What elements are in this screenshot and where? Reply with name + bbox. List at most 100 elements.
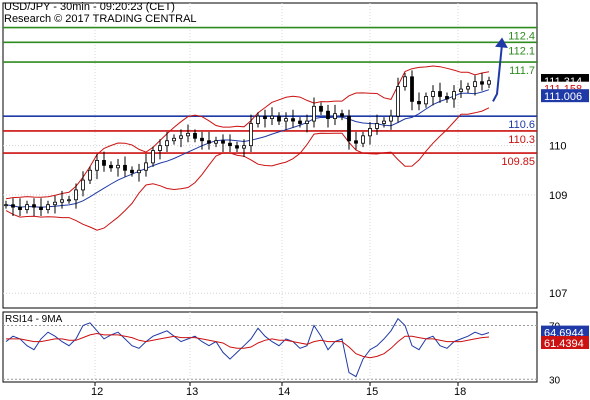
candle-body <box>291 118 295 122</box>
candle-body <box>480 81 484 85</box>
candle-body <box>417 100 421 105</box>
rsi-value-tag-box <box>541 335 589 349</box>
candle-body <box>74 189 78 201</box>
candle-body <box>368 128 372 137</box>
candle-body <box>186 132 190 137</box>
candle-body <box>347 115 351 142</box>
candle-body <box>214 140 218 144</box>
candle-body <box>333 113 337 120</box>
candle-body <box>18 206 22 211</box>
candle-body <box>445 96 449 100</box>
x-axis-tick-label: 14 <box>278 386 290 398</box>
candle-body <box>438 91 442 97</box>
candle-body <box>81 179 85 191</box>
x-axis-tick-label: 13 <box>186 386 198 398</box>
candle-body <box>25 204 29 211</box>
candle-body <box>270 115 274 120</box>
x-axis-tick-label: 12 <box>91 386 103 398</box>
candle-body <box>305 120 309 124</box>
candle-body <box>144 162 148 171</box>
candle-body <box>242 145 246 149</box>
candle-body <box>340 113 344 117</box>
rsi-axis-tick-label: 30 <box>549 375 561 386</box>
candle-body <box>473 81 477 88</box>
rsi-line <box>5 317 490 378</box>
forecast-arrow-line <box>492 44 503 102</box>
chart-header-symbol: USD/JPY - 30min - 09:20:23 (CET) <box>4 1 175 13</box>
candle-body <box>39 206 43 211</box>
candle-body <box>172 137 176 142</box>
candle-body <box>249 123 253 147</box>
price-pane: 107 109 110 112.4 112.1 111.7 110.6 110.3 109.85… <box>2 2 589 309</box>
moving-average-value-tag-box <box>541 89 589 103</box>
candle-body <box>466 86 470 90</box>
moving-average-value-tag: 111.006 <box>544 91 582 103</box>
candle-body <box>298 120 302 124</box>
candle-body <box>4 204 8 207</box>
candle-body <box>221 140 225 144</box>
candle-body <box>88 169 92 181</box>
price-axis-tick-label: 110 <box>549 141 567 153</box>
candle-body <box>130 169 134 174</box>
candle-body <box>263 115 267 120</box>
candle-body <box>102 160 106 166</box>
price-pane-frame <box>2 2 538 309</box>
candle-body <box>354 140 358 144</box>
rsi-value-tag: 61.4394 <box>544 338 584 350</box>
candle-body <box>123 164 127 171</box>
rsi-pane-frame <box>2 311 538 383</box>
candle-body <box>11 204 15 208</box>
rsi-value-tag-box <box>541 325 589 339</box>
candle-body <box>60 199 64 203</box>
candle-body <box>396 86 400 117</box>
candle-body <box>319 105 323 112</box>
candle-body <box>179 135 183 139</box>
candle-body <box>109 164 113 169</box>
candle-body <box>389 115 393 122</box>
candle-body <box>53 201 57 206</box>
candle-body <box>165 140 169 147</box>
moving-average-line <box>5 89 490 208</box>
candle-body <box>312 105 316 122</box>
chart-header-copyright: Research © 2017 TRADING CENTRAL <box>4 13 197 25</box>
candle-body <box>277 115 281 122</box>
candle-body <box>151 150 155 164</box>
level-label: 112.1 <box>508 45 535 57</box>
candle-body <box>452 91 456 100</box>
candle-body <box>235 145 239 149</box>
candle-body <box>487 80 491 85</box>
candle-body <box>403 76 407 88</box>
x-axis-tick-label: 18 <box>454 386 466 398</box>
lower-band-line <box>5 107 490 231</box>
candle-body <box>200 137 204 142</box>
price-axis-tick-label: 107 <box>549 288 567 300</box>
level-label: 110.3 <box>508 134 535 146</box>
candle-body <box>116 164 120 169</box>
candle-body <box>32 204 36 208</box>
level-label: 109.85 <box>501 156 535 168</box>
candle-body <box>375 123 379 129</box>
candle-body <box>459 88 463 92</box>
candle-body <box>67 199 71 202</box>
candle-body <box>193 132 197 139</box>
candle-body <box>431 91 435 97</box>
candle-body <box>410 76 414 102</box>
upper-band-line <box>5 65 490 200</box>
candle-body <box>46 204 50 211</box>
rsi-ma-line <box>6 332 490 359</box>
candle-body <box>256 115 260 124</box>
level-label: 110.6 <box>508 119 535 131</box>
candle-body <box>284 118 288 122</box>
x-axis-tick-label: 15 <box>366 386 378 398</box>
candle-body <box>382 120 386 124</box>
forecast-arrow-head <box>495 37 508 48</box>
candle-body <box>424 96 428 105</box>
level-label: 111.7 <box>509 65 535 77</box>
rsi-title: RSI14 - 9MA <box>5 314 63 325</box>
level-label: 112.4 <box>508 31 535 43</box>
candle-body <box>326 110 330 120</box>
price-axis-tick-label: 109 <box>549 190 567 202</box>
